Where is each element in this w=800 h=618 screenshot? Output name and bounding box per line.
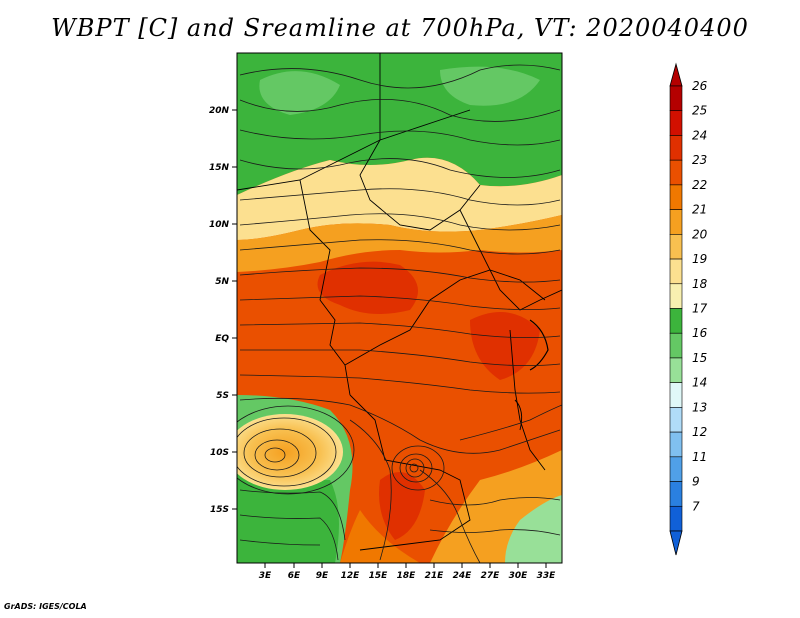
colorbar-label: 20 [692, 227, 708, 241]
colorbar-label: 9 [692, 475, 700, 489]
lat-axis: 20N 15N 10N 5N EQ 5S 10S 15S [209, 106, 237, 515]
svg-text:30E: 30E [509, 571, 529, 581]
svg-text:5N: 5N [215, 277, 229, 287]
lon-label-3e: 3E [259, 563, 272, 581]
colorbar-label: 14 [692, 376, 707, 390]
colorbar-segment [669, 85, 683, 112]
colorbar-label: 21 [692, 203, 707, 217]
lat-label-10n: 10N [209, 220, 237, 230]
colorbar-segment [669, 481, 683, 507]
svg-text:5S: 5S [216, 391, 229, 401]
lon-label-9e: 9E [316, 563, 329, 581]
svg-text:33E: 33E [537, 571, 557, 581]
lon-axis: 3E 6E 9E 12E 15E 18E 21E 24E 27E 30E 33E [259, 563, 556, 581]
grads-credit: GrADS: IGES/COLA [4, 602, 87, 611]
colorbar-segment [669, 110, 683, 136]
lon-label-18e: 18E [397, 563, 417, 581]
colorbar-label: 11 [692, 450, 707, 464]
colorbar-segment [669, 234, 683, 260]
svg-text:3E: 3E [259, 571, 272, 581]
colorbar-segment [669, 431, 683, 458]
svg-text:9E: 9E [316, 571, 329, 581]
colorbar-segment [669, 159, 683, 186]
svg-text:18E: 18E [397, 571, 417, 581]
svg-text:24E: 24E [453, 571, 473, 581]
lat-label-15n: 15N [209, 163, 237, 173]
colorbar-label: 22 [692, 178, 707, 192]
lon-label-24e: 24E [453, 563, 473, 581]
svg-text:EQ: EQ [215, 334, 229, 344]
lon-label-6e: 6E [288, 563, 301, 581]
svg-text:10N: 10N [209, 220, 230, 230]
colorbar-label: 24 [692, 128, 707, 142]
lon-label-21e: 21E [425, 563, 445, 581]
colorbar-label: 12 [692, 425, 707, 439]
colorbar-label: 13 [692, 400, 707, 414]
colorbar-segment [669, 407, 683, 433]
svg-text:27E: 27E [481, 571, 501, 581]
colorbar-segment [669, 332, 683, 359]
lat-label-10s: 10S [210, 448, 237, 458]
colorbar-label: 17 [692, 302, 708, 316]
streamlines [239, 64, 562, 563]
lat-label-20n: 20N [209, 106, 237, 116]
svg-text:21E: 21E [425, 571, 445, 581]
map-field [237, 53, 562, 563]
svg-text:15S: 15S [210, 505, 229, 515]
colorbar-label: 25 [692, 104, 707, 118]
svg-text:6E: 6E [288, 571, 301, 581]
lat-label-5s: 5S [216, 391, 237, 401]
colorbar-label: 23 [692, 153, 707, 167]
colorbar-segment [669, 258, 683, 285]
lon-label-15e: 15E [369, 563, 389, 581]
lat-label-15s: 15S [210, 505, 237, 515]
colorbar: 26 25 24 23 22 21 20 19 18 17 16 15 14 13 12 11 9 7 [669, 62, 708, 556]
colorbar-segment [669, 456, 683, 482]
lat-label-eq: EQ [215, 334, 237, 344]
lat-label-5n: 5N [215, 277, 237, 287]
lon-label-33e: 33E [537, 563, 557, 581]
colorbar-segments [669, 85, 683, 532]
colorbar-segment [669, 382, 683, 408]
colorbar-segment [669, 135, 683, 161]
colorbar-segment [669, 184, 683, 210]
map-frame [236, 52, 563, 564]
colorbar-max-arrow [669, 62, 683, 87]
colorbar-label: 15 [692, 351, 707, 365]
svg-text:12E: 12E [341, 571, 361, 581]
svg-text:20N: 20N [209, 106, 230, 116]
vortex-spiral-east [391, 445, 445, 491]
colorbar-segment [669, 505, 683, 532]
colorbar-segment [669, 209, 683, 235]
vortex-spiral-west [237, 405, 355, 495]
colorbar-label: 16 [692, 326, 708, 340]
lon-label-12e: 12E [341, 563, 361, 581]
lon-label-27e: 27E [481, 563, 501, 581]
colorbar-min-arrow [669, 530, 683, 556]
colorbar-label: 26 [692, 79, 708, 93]
map-title: WBPT [C] and Sreamline at 700hPa, VT: 20… [51, 14, 749, 42]
colorbar-label: 18 [692, 277, 708, 291]
colorbar-label: 19 [692, 252, 707, 266]
colorbar-label: 7 [692, 499, 700, 513]
lon-label-30e: 30E [509, 563, 529, 581]
colorbar-segment [669, 308, 683, 334]
svg-text:10S: 10S [210, 448, 229, 458]
svg-text:15N: 15N [209, 163, 230, 173]
svg-text:15E: 15E [369, 571, 389, 581]
colorbar-labels: 26 25 24 23 22 21 20 19 18 17 16 15 14 13 12 11 9 7 [692, 79, 708, 513]
colorbar-segment [669, 283, 683, 309]
colorbar-segment [669, 357, 683, 383]
country-borders [237, 53, 562, 551]
